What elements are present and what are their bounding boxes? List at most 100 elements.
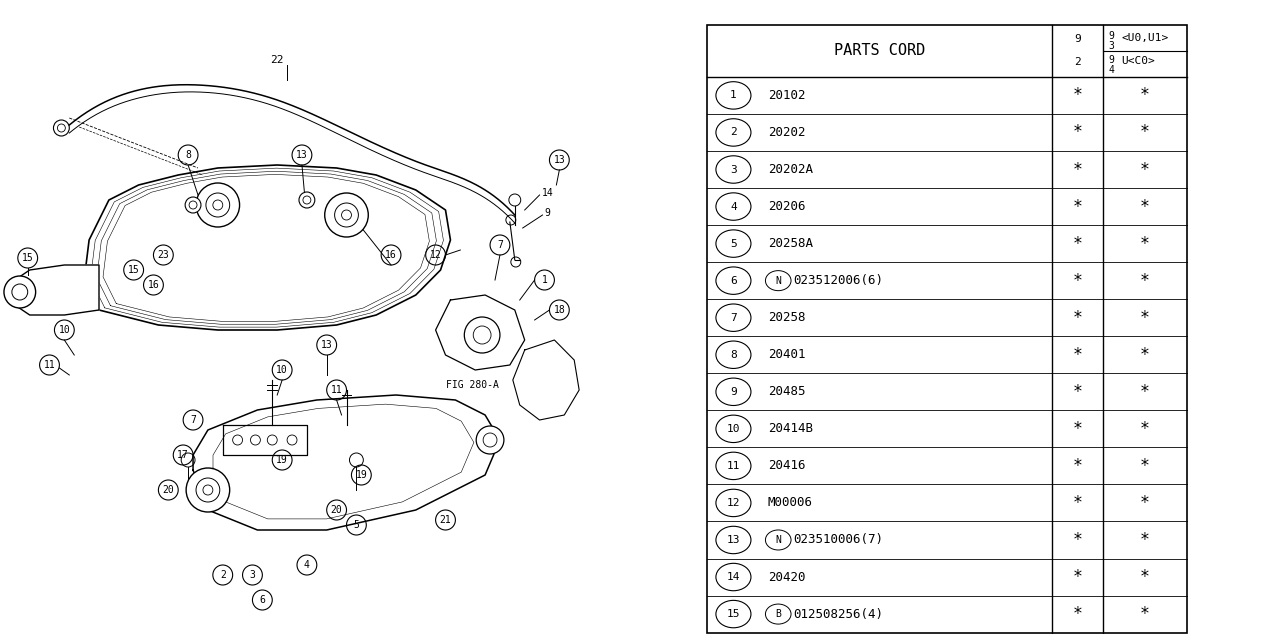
Text: 20: 20 bbox=[330, 505, 343, 515]
Text: 17: 17 bbox=[177, 450, 189, 460]
Text: *: * bbox=[1140, 568, 1149, 586]
Bar bbox=[707, 25, 1187, 632]
Circle shape bbox=[465, 317, 500, 353]
Text: *: * bbox=[1140, 457, 1149, 475]
Text: 8: 8 bbox=[186, 150, 191, 160]
Circle shape bbox=[196, 183, 239, 227]
Text: *: * bbox=[1140, 235, 1149, 253]
Text: 023510006(7): 023510006(7) bbox=[794, 534, 883, 547]
Text: 20258: 20258 bbox=[768, 311, 805, 324]
Polygon shape bbox=[15, 265, 99, 315]
Text: *: * bbox=[1140, 308, 1149, 326]
Text: *: * bbox=[1073, 271, 1083, 290]
Circle shape bbox=[300, 192, 315, 208]
Text: *: * bbox=[1140, 420, 1149, 438]
Text: *: * bbox=[1140, 346, 1149, 364]
Text: 9: 9 bbox=[730, 387, 737, 397]
Text: 14: 14 bbox=[541, 188, 553, 198]
Circle shape bbox=[476, 426, 504, 454]
Text: 7: 7 bbox=[191, 415, 196, 425]
Text: U<C0>: U<C0> bbox=[1121, 56, 1155, 66]
Text: 5: 5 bbox=[353, 520, 360, 530]
Text: 2: 2 bbox=[730, 127, 737, 138]
Text: 20416: 20416 bbox=[768, 460, 805, 472]
Text: 9: 9 bbox=[1074, 35, 1082, 44]
Text: 9: 9 bbox=[544, 208, 550, 218]
Text: *: * bbox=[1140, 605, 1149, 623]
Circle shape bbox=[509, 194, 521, 206]
Text: 1: 1 bbox=[541, 275, 548, 285]
Text: *: * bbox=[1073, 568, 1083, 586]
Text: *: * bbox=[1073, 86, 1083, 104]
Text: <U0,U1>: <U0,U1> bbox=[1121, 33, 1169, 43]
Polygon shape bbox=[193, 395, 500, 530]
Text: 6: 6 bbox=[260, 595, 265, 605]
Text: *: * bbox=[1073, 457, 1083, 475]
Text: 7: 7 bbox=[497, 240, 503, 250]
Text: 13: 13 bbox=[553, 155, 566, 165]
Text: 16: 16 bbox=[385, 250, 397, 260]
Text: 19: 19 bbox=[276, 455, 288, 465]
Text: 20485: 20485 bbox=[768, 385, 805, 398]
Text: 10: 10 bbox=[276, 365, 288, 375]
Text: N: N bbox=[776, 276, 781, 285]
Text: *: * bbox=[1073, 605, 1083, 623]
Text: 15: 15 bbox=[128, 265, 140, 275]
Text: 15: 15 bbox=[727, 609, 740, 619]
Text: *: * bbox=[1073, 494, 1083, 512]
Text: 13: 13 bbox=[727, 535, 740, 545]
Text: PARTS CORD: PARTS CORD bbox=[833, 44, 925, 58]
Text: 3: 3 bbox=[250, 570, 256, 580]
Text: 22: 22 bbox=[270, 55, 284, 65]
Text: *: * bbox=[1140, 86, 1149, 104]
Text: 20102: 20102 bbox=[768, 89, 805, 102]
Polygon shape bbox=[84, 165, 451, 330]
Text: 4: 4 bbox=[730, 202, 737, 212]
Circle shape bbox=[54, 120, 69, 136]
Text: B: B bbox=[776, 609, 781, 619]
Text: *: * bbox=[1073, 420, 1083, 438]
Text: 8: 8 bbox=[730, 349, 737, 360]
Text: 20: 20 bbox=[163, 485, 174, 495]
Text: *: * bbox=[1140, 198, 1149, 216]
Circle shape bbox=[4, 276, 36, 308]
Text: *: * bbox=[1073, 383, 1083, 401]
Text: 15: 15 bbox=[22, 253, 33, 263]
Circle shape bbox=[186, 468, 229, 512]
Text: 14: 14 bbox=[727, 572, 740, 582]
Text: *: * bbox=[1073, 161, 1083, 179]
Text: *: * bbox=[1073, 308, 1083, 326]
Text: 20202: 20202 bbox=[768, 126, 805, 139]
Circle shape bbox=[186, 197, 201, 213]
Text: 10: 10 bbox=[59, 325, 70, 335]
Text: *: * bbox=[1140, 124, 1149, 141]
Text: 23: 23 bbox=[157, 250, 169, 260]
Text: M00006: M00006 bbox=[768, 497, 813, 509]
Polygon shape bbox=[223, 425, 307, 455]
Text: *: * bbox=[1073, 124, 1083, 141]
Text: 2: 2 bbox=[1074, 58, 1082, 67]
Text: 5: 5 bbox=[730, 239, 737, 248]
Text: 4: 4 bbox=[1108, 65, 1115, 75]
Text: 19: 19 bbox=[356, 470, 367, 480]
Text: 20401: 20401 bbox=[768, 348, 805, 361]
Text: 13: 13 bbox=[296, 150, 307, 160]
Circle shape bbox=[325, 193, 369, 237]
Text: FIG 280-A: FIG 280-A bbox=[445, 380, 498, 390]
Text: *: * bbox=[1073, 198, 1083, 216]
Text: *: * bbox=[1140, 271, 1149, 290]
Text: 3: 3 bbox=[1108, 41, 1115, 51]
Text: 3: 3 bbox=[730, 164, 737, 175]
Text: 20258A: 20258A bbox=[768, 237, 813, 250]
Text: *: * bbox=[1073, 235, 1083, 253]
Text: *: * bbox=[1073, 531, 1083, 549]
Text: 20202A: 20202A bbox=[768, 163, 813, 176]
Text: *: * bbox=[1073, 346, 1083, 364]
Text: 20206: 20206 bbox=[768, 200, 805, 213]
Text: *: * bbox=[1140, 161, 1149, 179]
Text: *: * bbox=[1140, 494, 1149, 512]
Text: 9: 9 bbox=[1108, 55, 1115, 65]
Text: 6: 6 bbox=[730, 276, 737, 285]
Text: 012508256(4): 012508256(4) bbox=[794, 607, 883, 621]
Text: 21: 21 bbox=[439, 515, 452, 525]
